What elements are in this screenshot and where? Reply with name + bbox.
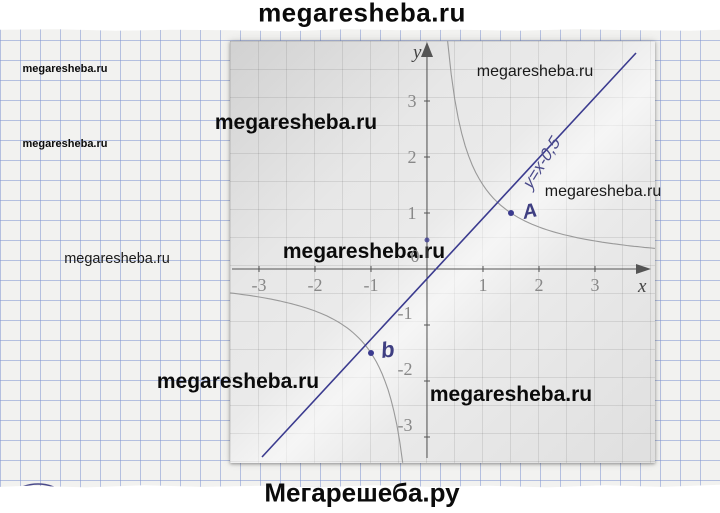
svg-text:-3: -3 bbox=[252, 275, 267, 295]
svg-text:0: 0 bbox=[411, 246, 420, 266]
svg-text:y: y bbox=[411, 42, 422, 63]
svg-text:b: b bbox=[379, 336, 396, 363]
svg-text:2: 2 bbox=[535, 275, 544, 295]
svg-text:-1: -1 bbox=[364, 275, 379, 295]
svg-text:-2: -2 bbox=[398, 359, 413, 379]
svg-text:1: 1 bbox=[479, 275, 488, 295]
svg-text:-1: -1 bbox=[398, 303, 413, 323]
svg-text:1: 1 bbox=[408, 203, 417, 223]
svg-text:y=x-0,5: y=x-0,5 bbox=[519, 132, 564, 193]
svg-text:2: 2 bbox=[408, 147, 417, 167]
svg-text:3: 3 bbox=[408, 91, 417, 111]
svg-text:-2: -2 bbox=[308, 275, 323, 295]
svg-text:-3: -3 bbox=[398, 415, 413, 435]
svg-text:A: A bbox=[519, 199, 539, 224]
svg-text:x: x bbox=[637, 276, 647, 297]
svg-text:3: 3 bbox=[591, 275, 600, 295]
